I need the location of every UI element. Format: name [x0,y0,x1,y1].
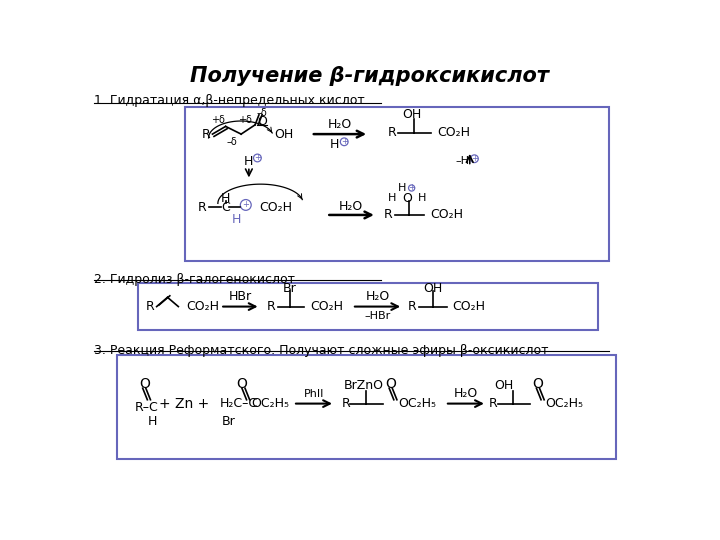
Text: R: R [267,300,276,313]
Text: +δ: +δ [238,115,252,125]
Text: OC₂H₅: OC₂H₅ [546,397,584,410]
Text: CO₂H: CO₂H [310,300,343,313]
Text: CO₂H: CO₂H [186,300,219,313]
Text: R: R [388,126,397,139]
Text: O: O [385,377,396,392]
Text: HBr: HBr [229,290,252,303]
Text: OC₂H₅: OC₂H₅ [251,397,289,410]
Text: 2. Гидролиз β-галогенокислот: 2. Гидролиз β-галогенокислот [94,273,295,286]
Text: R: R [384,208,392,221]
Text: Br: Br [222,415,235,428]
Text: H₂C–C: H₂C–C [220,397,258,410]
Text: H₂O: H₂O [454,387,478,400]
Text: O: O [139,377,150,392]
Text: Br: Br [283,281,297,295]
Text: +: + [471,154,478,163]
Text: OC₂H₅: OC₂H₅ [398,397,436,410]
Text: O: O [533,377,544,392]
Text: R: R [408,300,417,313]
Bar [138,283,598,330]
Text: OH: OH [402,109,421,122]
Text: H: H [330,138,340,151]
Text: R: R [342,397,351,410]
Text: OH: OH [274,127,294,140]
Text: H: H [148,415,157,428]
Text: H₂O: H₂O [366,290,390,303]
Text: –δ: –δ [227,137,237,147]
Bar [117,355,616,459]
Text: CO₂H: CO₂H [431,208,463,221]
Text: –HBr: –HBr [364,311,391,321]
Text: H: H [418,193,426,203]
Text: O: O [402,192,412,205]
Text: Получение β-гидроксикислот: Получение β-гидроксикислот [189,66,549,86]
Text: H: H [244,154,253,167]
Text: H: H [398,183,407,193]
Text: R: R [202,127,211,140]
Text: H₂O: H₂O [328,118,351,131]
Text: + Zn +: + Zn + [159,396,210,410]
Text: O: O [236,377,248,392]
Text: R: R [489,397,498,410]
Text: +: + [243,200,249,210]
Text: 1. Гидратация α,β-непредельных кислот: 1. Гидратация α,β-непредельных кислот [94,94,364,107]
Text: R: R [198,201,207,214]
Text: +δ: +δ [211,115,225,125]
Text: –δ: –δ [256,107,267,118]
Text: H: H [221,192,230,205]
Bar [184,107,609,261]
Text: OH: OH [423,281,442,295]
Text: O: O [257,114,267,127]
Text: CO₂H: CO₂H [453,300,486,313]
Text: CO₂H: CO₂H [437,126,470,139]
Text: C: C [221,201,230,214]
Text: PhII: PhII [304,389,324,399]
Text: H: H [232,213,241,226]
Text: OH: OH [495,380,514,393]
Text: H₂O: H₂O [339,200,364,213]
Text: +: + [254,153,261,163]
Text: R: R [146,300,155,313]
Text: H: H [388,193,396,203]
Text: +: + [408,184,415,192]
Text: +: + [341,137,348,146]
Text: –H: –H [456,156,469,166]
Text: 3. Реакция Реформатского. Получают сложные эфиры β-оксикислот: 3. Реакция Реформатского. Получают сложн… [94,343,549,356]
Text: BrZnO: BrZnO [344,380,384,393]
Text: CO₂H: CO₂H [260,201,293,214]
Text: R–C: R–C [135,401,158,414]
